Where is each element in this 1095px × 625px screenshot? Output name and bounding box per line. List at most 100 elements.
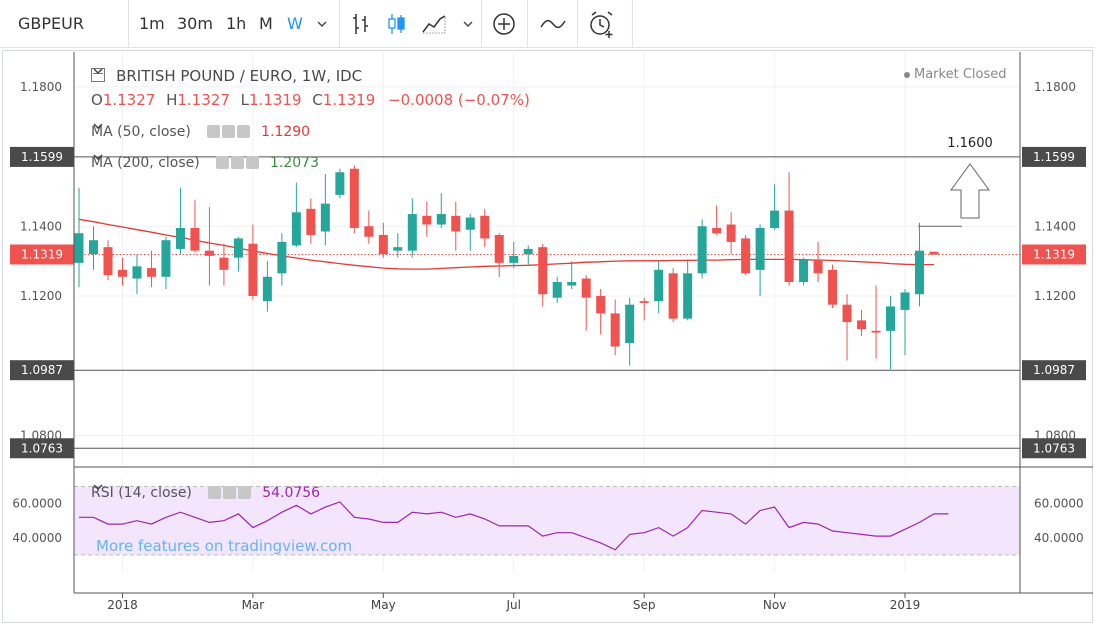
candle-body (335, 172, 345, 195)
price-tick-label-left: 1.0800 (20, 428, 62, 442)
candle-body (799, 259, 809, 283)
ma50-legend: MA (50, close) 1.1290 (91, 121, 310, 140)
candle-up (900, 288, 910, 356)
time-tick-label: Mar (242, 598, 265, 612)
price-tick-label-right: 1.1200 (1034, 289, 1076, 303)
candle-body (451, 215, 461, 232)
ma200-name[interactable]: MA (200, close) (91, 155, 200, 171)
current-price-badge-right (1022, 244, 1086, 265)
candle-body (509, 255, 519, 263)
candle-down (581, 275, 591, 331)
candle-up (291, 182, 301, 248)
price-tick-label-left: 1.1800 (20, 80, 62, 94)
candle-up (262, 261, 272, 312)
candle-up (175, 187, 185, 255)
candle-body (349, 168, 359, 229)
price-tick-label-right: 1.0800 (1034, 428, 1076, 442)
candle-down (813, 241, 823, 283)
candle-down (538, 243, 548, 307)
candle-up (886, 295, 896, 370)
price-tick-label-left: 1.1200 (20, 289, 62, 303)
remove-icon[interactable] (238, 486, 252, 499)
candle-body (364, 226, 374, 237)
candle-body (233, 238, 243, 258)
visibility-icon[interactable] (208, 486, 222, 499)
level-badge-label: 1.1599 (21, 150, 63, 164)
candle-body (828, 269, 838, 305)
candle-body (900, 292, 910, 310)
candle-body (117, 269, 127, 277)
candle-up (132, 254, 142, 295)
level-badge-right (1022, 146, 1086, 167)
candle-body (625, 304, 635, 344)
interval-30m[interactable]: 30m (177, 14, 213, 33)
low-value: 1.1319 (249, 91, 302, 109)
remove-icon[interactable] (237, 125, 250, 138)
toolbar-divider (577, 0, 578, 48)
interval-1m[interactable]: 1m (139, 14, 165, 33)
watermark-link[interactable]: More features on tradingview.com (96, 537, 353, 555)
time-tick-label: Sep (633, 598, 656, 612)
candle-body (393, 247, 403, 251)
time-tick-label: May (371, 598, 396, 612)
candles (74, 165, 939, 370)
ma50-name[interactable]: MA (50, close) (91, 124, 191, 140)
candle-down (741, 234, 751, 276)
candle-down (248, 224, 258, 300)
candle-body (277, 241, 287, 274)
candle-body (204, 250, 214, 256)
candle-body (697, 226, 707, 274)
candle-body (581, 278, 591, 298)
target-arrow-shape (950, 163, 990, 219)
visibility-icon[interactable] (215, 156, 229, 169)
time-tick-label: Jul (506, 598, 521, 612)
settings-icon[interactable] (222, 125, 235, 138)
candle-body (741, 238, 751, 274)
candle-body (929, 251, 939, 255)
toolbar-divider (632, 0, 633, 48)
candle-body (146, 268, 156, 277)
high-value: 1.1327 (177, 91, 230, 109)
candle-body (683, 273, 693, 319)
level-badge-right (1022, 360, 1086, 381)
candle-up (625, 297, 635, 366)
axes: 1.1800 1.1800 1.1400 1.1400 1.1200 1.1200 1.08… (12, 52, 1093, 612)
candle-body (103, 247, 113, 276)
candle-up (523, 245, 533, 265)
candle-body (161, 240, 171, 277)
candle-body (712, 228, 722, 234)
settings-icon[interactable] (230, 156, 244, 169)
market-status-label: Market Closed (914, 67, 1007, 82)
candle-body (538, 247, 548, 295)
candle-body (842, 304, 852, 323)
candle-up (88, 226, 98, 270)
interval-m[interactable]: M (259, 14, 273, 33)
candle-down (364, 210, 374, 244)
remove-icon[interactable] (245, 156, 259, 169)
symbol-search[interactable]: GBPEUR (18, 14, 84, 33)
rsi-legend: RSI (14, close) 54.0756 (91, 482, 320, 501)
candle-body (552, 282, 562, 298)
candle-body (320, 203, 330, 232)
candle-body (784, 210, 794, 283)
visibility-icon[interactable] (207, 125, 220, 138)
candle-body (88, 240, 98, 255)
toolbar-divider (128, 0, 129, 48)
interval-w-active[interactable]: W (287, 14, 303, 33)
level-badge-left (10, 146, 74, 167)
candle-body (813, 259, 823, 274)
settings-icon[interactable] (223, 486, 237, 499)
rsi-name[interactable]: RSI (14, close) (91, 485, 192, 501)
candle-body (219, 257, 229, 270)
ma200-legend: MA (200, close) 1.2073 (91, 152, 319, 171)
candle-up (799, 257, 809, 286)
candle-up (755, 224, 765, 296)
candle-up (683, 259, 693, 321)
symbol-title[interactable]: BRITISH POUND / EURO, 1W, IDC (116, 67, 363, 85)
candle-body (596, 295, 606, 314)
time-tick-label: 2019 (890, 598, 921, 612)
low-label: L (240, 91, 250, 109)
target-arrow-label: 1.1600 (947, 136, 993, 151)
interval-1h[interactable]: 1h (226, 14, 247, 33)
